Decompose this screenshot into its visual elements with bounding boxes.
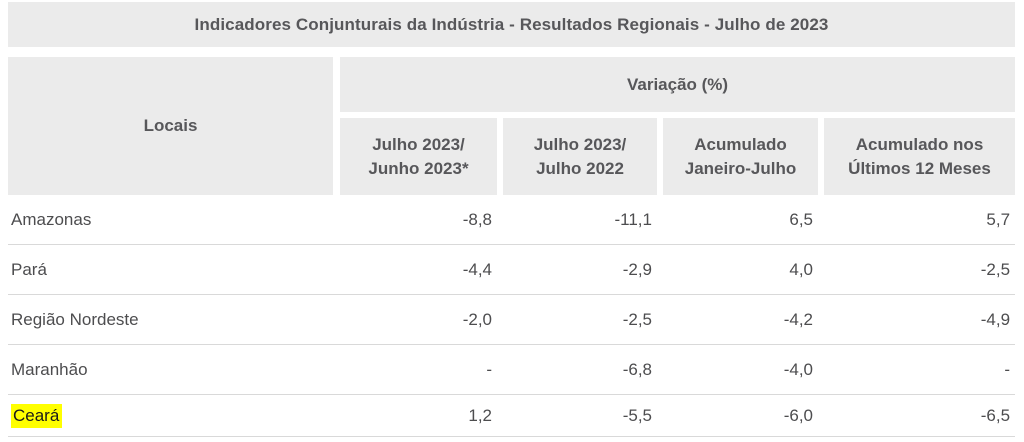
row-label: Região Nordeste: [8, 295, 333, 345]
table-row-regiao-nordeste: Região Nordeste -2,0 -2,5 -4,2 -4,9: [8, 295, 1016, 345]
value-cell: 4,0: [657, 245, 818, 295]
column-header-julho2023-junho2023: Julho 2023/ Junho 2023*: [333, 118, 497, 195]
value-cell: -5,5: [497, 395, 657, 437]
value-cell: -6,0: [657, 395, 818, 437]
value-cell: -4,4: [333, 245, 497, 295]
column-header-acumulado-janeiro-julho: Acumulado Janeiro-Julho: [657, 118, 818, 195]
value-cell: -2,9: [497, 245, 657, 295]
value-cell: -4,0: [657, 345, 818, 395]
column-header-julho2023-julho2022: Julho 2023/ Julho 2022: [497, 118, 657, 195]
table-row-para: Pará -4,4 -2,9 4,0 -2,5: [8, 245, 1016, 295]
value-cell: -4,9: [818, 295, 1016, 345]
value-cell: -11,1: [497, 195, 657, 245]
value-cell: -: [818, 345, 1016, 395]
value-cell: -4,2: [657, 295, 818, 345]
value-cell: 5,7: [818, 195, 1016, 245]
header-sub-row: Julho 2023/ Junho 2023* Julho 2023/ Julh…: [8, 118, 1016, 195]
table-title: Indicadores Conjunturais da Indústria - …: [8, 2, 1015, 47]
row-label: Ceará: [8, 395, 333, 437]
value-cell: -2,5: [497, 295, 657, 345]
value-cell: -: [333, 345, 497, 395]
row-label: Amazonas: [8, 195, 333, 245]
value-cell: -6,5: [818, 395, 1016, 437]
value-cell: -6,8: [497, 345, 657, 395]
row-label: Pará: [8, 245, 333, 295]
highlighted-row-label: Ceará: [11, 403, 63, 428]
header-group-row: Locais Variação (%): [8, 57, 1016, 195]
value-cell: -2,0: [333, 295, 497, 345]
value-cell: -2,5: [818, 245, 1016, 295]
regional-indicators-table: Locais Variação (%) Julho 2023/ Junho 20…: [8, 57, 1016, 437]
column-header-acumulado-12-meses: Acumulado nos Últimos 12 Meses: [818, 118, 1016, 195]
value-cell: 6,5: [657, 195, 818, 245]
table-row-ceara: Ceará 1,2 -5,5 -6,0 -6,5: [8, 395, 1016, 437]
value-cell: 1,2: [333, 395, 497, 437]
column-header-locais: Locais: [8, 57, 333, 195]
value-cell: -8,8: [333, 195, 497, 245]
column-group-header-variacao: Variação (%): [333, 57, 1016, 118]
table-row-maranhao: Maranhão - -6,8 -4,0 -: [8, 345, 1016, 395]
table-row-amazonas: Amazonas -8,8 -11,1 6,5 5,7: [8, 195, 1016, 245]
row-label: Maranhão: [8, 345, 333, 395]
